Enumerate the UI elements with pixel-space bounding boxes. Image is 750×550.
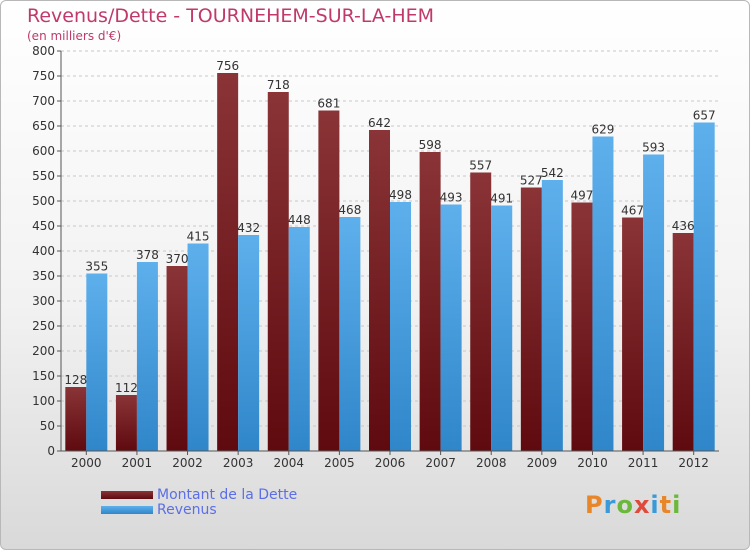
y-tick-label: 450: [32, 219, 55, 233]
chart-subtitle: (en milliers d'€): [27, 29, 122, 43]
data-label-revenus: 355: [85, 260, 108, 274]
data-label-dette: 642: [368, 116, 391, 130]
data-label-dette: 527: [520, 174, 543, 188]
data-label-revenus: 468: [338, 203, 361, 217]
bar-dette: [115, 395, 137, 451]
x-tick-label: 2011: [628, 456, 659, 470]
bar-revenus: [136, 262, 158, 451]
chart-title: Revenus/Dette - TOURNEHEM-SUR-LA-HEM: [27, 5, 435, 27]
legend-swatch-dette: [101, 491, 153, 499]
x-tick-label: 2008: [476, 456, 507, 470]
bar-dette: [622, 217, 644, 451]
bar-revenus: [187, 243, 209, 451]
bar-dette: [369, 130, 390, 451]
bar-revenus: [541, 180, 563, 451]
y-tick-label: 150: [32, 369, 55, 383]
y-tick-label: 300: [32, 294, 55, 308]
y-tick-label: 200: [32, 344, 55, 358]
data-label-dette: 370: [166, 252, 189, 266]
data-label-revenus: 657: [693, 109, 716, 123]
data-label-dette: 557: [469, 159, 492, 173]
bar-revenus: [491, 205, 513, 451]
data-label-revenus: 542: [541, 166, 564, 180]
bar-dette: [267, 92, 289, 451]
data-label-dette: 718: [267, 78, 290, 92]
bar-revenus: [592, 136, 614, 451]
x-tick-label: 2004: [273, 456, 304, 470]
data-label-revenus: 629: [592, 123, 615, 137]
bar-revenus: [238, 235, 260, 451]
legend-label-dette: Montant de la Dette: [157, 487, 298, 503]
x-tick-label: 2002: [172, 456, 203, 470]
legend-swatch-revenus: [101, 506, 153, 514]
x-tick-label: 2010: [577, 456, 608, 470]
y-tick-label: 750: [32, 69, 55, 83]
y-tick-label: 600: [32, 144, 55, 158]
data-label-dette: 681: [317, 97, 340, 111]
bar-revenus: [440, 204, 462, 451]
x-tick-label: 2003: [223, 456, 254, 470]
bar-revenus: [643, 154, 665, 451]
y-tick-label: 0: [47, 444, 55, 458]
y-tick-label: 350: [32, 269, 55, 283]
data-label-revenus: 432: [237, 221, 260, 235]
bar-dette: [217, 73, 239, 451]
data-label-dette: 436: [672, 219, 695, 233]
y-tick-label: 700: [32, 94, 55, 108]
data-label-dette: 112: [115, 381, 138, 395]
y-tick-label: 400: [32, 244, 55, 258]
data-label-dette: 756: [216, 59, 239, 73]
y-tick-label: 100: [32, 394, 55, 408]
x-tick-label: 2007: [425, 456, 456, 470]
data-label-revenus: 498: [389, 188, 412, 202]
proxiti-logo: Proxiti: [585, 491, 682, 519]
data-label-revenus: 415: [187, 230, 210, 244]
data-label-dette: 497: [571, 189, 594, 203]
x-tick-label: 2005: [324, 456, 355, 470]
data-label-revenus: 491: [490, 192, 513, 206]
legend-label-revenus: Revenus: [157, 502, 217, 518]
x-tick-label: 2000: [71, 456, 102, 470]
bar-revenus: [288, 227, 310, 451]
bar-revenus: [693, 122, 715, 451]
data-label-dette: 598: [419, 138, 442, 152]
data-label-revenus: 448: [288, 213, 311, 227]
data-label-dette: 128: [64, 373, 87, 387]
data-label-revenus: 378: [136, 248, 159, 262]
bar-dette: [470, 172, 492, 451]
y-tick-label: 550: [32, 169, 55, 183]
bar-dette: [166, 266, 188, 451]
x-tick-label: 2006: [375, 456, 406, 470]
data-label-revenus: 593: [642, 141, 665, 155]
y-tick-label: 500: [32, 194, 55, 208]
x-tick-label: 2001: [122, 456, 153, 470]
y-tick-label: 800: [32, 44, 55, 58]
bar-revenus: [390, 202, 411, 451]
bar-dette: [672, 233, 694, 451]
y-tick-label: 650: [32, 119, 55, 133]
bar-dette: [65, 387, 87, 451]
bar-dette: [318, 110, 340, 451]
data-label-dette: 467: [621, 204, 644, 218]
y-tick-label: 250: [32, 319, 55, 333]
bar-revenus: [86, 273, 108, 451]
y-tick-label: 50: [40, 419, 55, 433]
data-label-revenus: 493: [440, 191, 463, 205]
bar-dette: [419, 152, 441, 451]
bar-dette: [571, 202, 593, 451]
bar-revenus: [339, 217, 361, 451]
bar-dette: [520, 187, 542, 451]
x-tick-label: 2012: [678, 456, 709, 470]
x-tick-label: 2009: [527, 456, 558, 470]
